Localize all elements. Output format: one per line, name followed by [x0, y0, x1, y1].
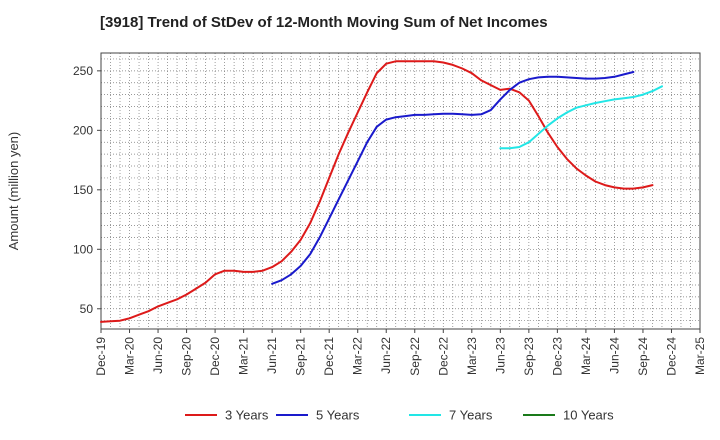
- x-tick-label: Sep-22: [408, 337, 422, 376]
- y-tick-label: 250: [73, 64, 93, 78]
- plot-area: [101, 53, 700, 329]
- x-tick-label: Jun-21: [265, 337, 279, 374]
- chart-title: [3918] Trend of StDev of 12-Month Moving…: [100, 14, 548, 31]
- y-tick-label: 150: [73, 183, 93, 197]
- series-line-5-years: [271, 71, 635, 285]
- x-tick-label: Sep-24: [636, 337, 650, 376]
- x-tick-label: Mar-23: [465, 337, 479, 375]
- x-tick-label: Dec-24: [664, 337, 678, 376]
- series-line-3-years: [100, 60, 654, 323]
- x-tick-label: Mar-25: [693, 337, 707, 375]
- x-tick-label: Sep-23: [522, 337, 536, 376]
- x-tick-label: Mar-24: [579, 337, 593, 375]
- y-tick-label: 100: [73, 242, 93, 256]
- x-tick-label: Jun-24: [607, 337, 621, 374]
- series-line-7-years: [499, 85, 663, 150]
- legend-label-7-years: 7 Years: [449, 408, 493, 423]
- x-tick-label: Dec-21: [322, 337, 336, 376]
- y-tick-label: 200: [73, 123, 93, 137]
- y-axis-title: Amount (million yen): [6, 132, 21, 251]
- legend-label-5-years: 5 Years: [316, 408, 360, 423]
- x-tick-label: Dec-19: [94, 337, 108, 376]
- x-tick-label: Mar-21: [237, 337, 251, 375]
- x-tick-label: Jun-22: [379, 337, 393, 374]
- y-tick-label: 50: [80, 302, 94, 316]
- x-tick-label: Mar-20: [123, 337, 137, 375]
- x-tick-label: Mar-22: [351, 337, 365, 375]
- x-tick-label: Sep-21: [294, 337, 308, 376]
- plot-frame: [100, 52, 701, 330]
- legend-label-10-years: 10 Years: [563, 408, 614, 423]
- x-tick-label: Dec-22: [436, 337, 450, 376]
- x-tick-label: Jun-23: [493, 337, 507, 374]
- x-tick-label: Dec-20: [208, 337, 222, 376]
- x-tick-label: Dec-23: [550, 337, 564, 376]
- x-tick-label: Sep-20: [180, 337, 194, 376]
- x-tick-label: Jun-20: [151, 337, 165, 374]
- legend-label-3-years: 3 Years: [225, 408, 269, 423]
